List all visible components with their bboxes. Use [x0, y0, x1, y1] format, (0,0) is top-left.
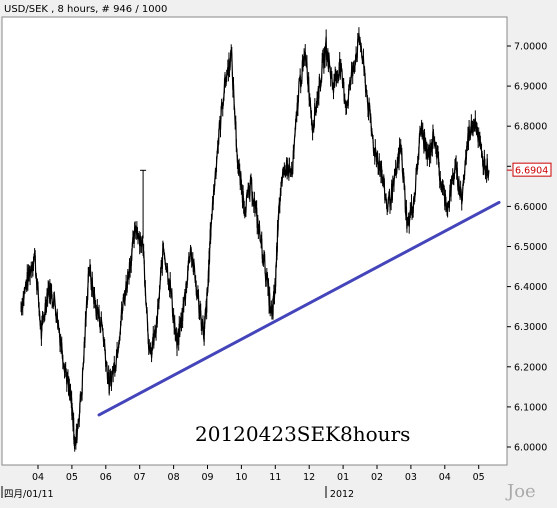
x-tick-label: 01 — [337, 472, 349, 483]
y-tick-label: 6.5000 — [514, 242, 547, 253]
chart-title: USD/SEK , 8 hours, # 946 / 1000 — [4, 4, 167, 15]
y-tick-label: 6.3000 — [514, 322, 547, 333]
x-tick-label: 03 — [405, 472, 417, 483]
x-axis: 04 05 06 07 08 09 10 11 12 01 02 03 04 05 四月/01/11 2012 — [1, 465, 485, 500]
plot-area — [1, 16, 508, 466]
series-layer — [20, 27, 501, 452]
x-tick-label: 08 — [168, 472, 180, 483]
x-tick-label: 05 — [473, 472, 485, 483]
x-tick-label: 02 — [371, 472, 383, 483]
y-tick-label: 6.1000 — [514, 402, 547, 413]
chart-caption: 20120423SEK8hours — [195, 422, 410, 446]
price-line — [20, 33, 490, 446]
y-tick-label: 6.9000 — [514, 82, 547, 93]
last-price-box — [512, 162, 552, 177]
x-tick-label: 06 — [100, 472, 112, 483]
last-price-marker: 6.6904 — [507, 162, 552, 177]
y-tick-label: 6.8000 — [514, 122, 547, 133]
x-tick-label: 04 — [32, 472, 44, 483]
x-tick-label: 09 — [201, 472, 213, 483]
y-tick-label: 6.6000 — [514, 202, 547, 213]
last-price-label: 6.6904 — [515, 166, 548, 177]
x-tick-label: 12 — [303, 472, 315, 483]
x-group-label: 2012 — [330, 489, 354, 500]
x-tick-label: 05 — [66, 472, 78, 483]
y-axis: 6.0000 6.1000 6.2000 6.3000 6.4000 6.5000 6.60… — [507, 42, 547, 454]
y-tick-label: 7.0000 — [514, 42, 547, 53]
x-tick-label: 04 — [439, 472, 451, 483]
x-tick-label: 10 — [235, 472, 247, 483]
y-tick-label: 6.0000 — [514, 443, 547, 454]
x-group-label: 四月/01/11 — [4, 489, 54, 500]
trendline — [97, 200, 501, 417]
y-tick-label: 6.4000 — [514, 282, 547, 293]
x-tick-label: 11 — [269, 472, 281, 483]
watermark: Joe — [505, 481, 536, 502]
x-tick-label: 07 — [134, 472, 146, 483]
y-tick-label: 6.2000 — [514, 362, 547, 373]
